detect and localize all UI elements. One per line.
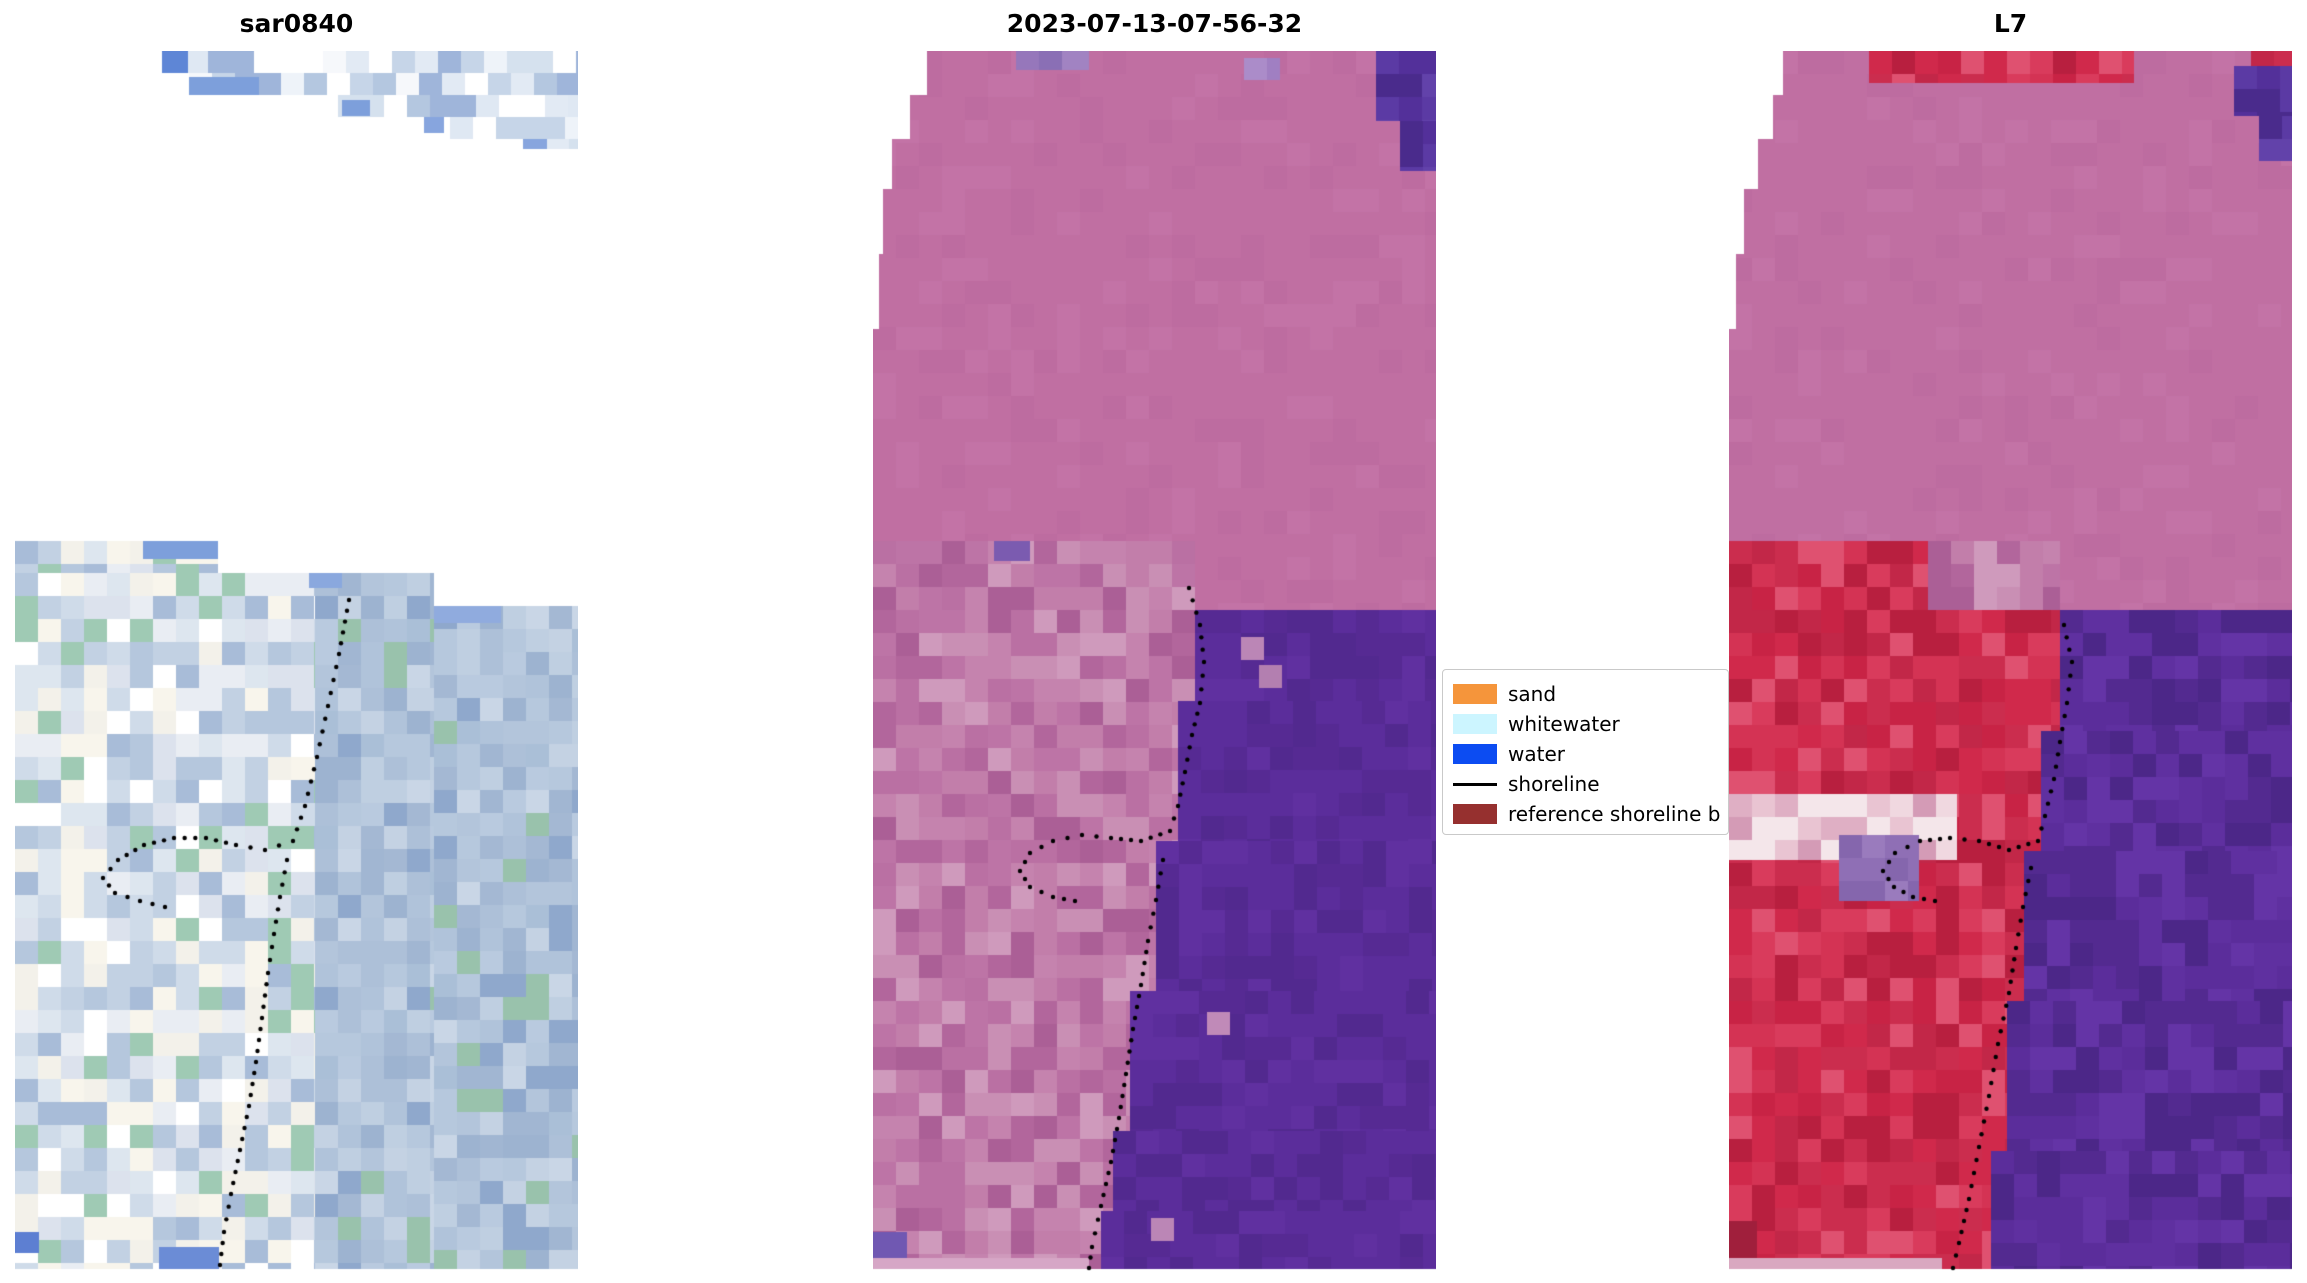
panel-title-date: 2023-07-13-07-56-32 [1006, 9, 1303, 38]
l7-image-panel [1729, 51, 2292, 1271]
legend-label-water: water [1508, 742, 1565, 766]
reference-shoreline-buffer-swatch [1453, 804, 1497, 824]
whitewater-swatch [1453, 714, 1497, 734]
legend: sand whitewater water shoreline referenc… [1442, 669, 1729, 835]
panel-title-l7: L7 [1993, 9, 2028, 38]
legend-item-sand: sand [1453, 679, 1728, 709]
legend-item-whitewater: whitewater [1453, 709, 1728, 739]
legend-label-whitewater: whitewater [1508, 712, 1620, 736]
legend-item-water: water [1453, 739, 1728, 769]
legend-item-reference-shoreline-buffer: reference shoreline b [1453, 799, 1728, 829]
shoreline-line-swatch [1453, 782, 1497, 786]
water-swatch [1453, 744, 1497, 764]
classified-image-panel [873, 51, 1436, 1271]
legend-item-shoreline: shoreline [1453, 769, 1728, 799]
legend-label-shoreline: shoreline [1508, 772, 1600, 796]
sar-image-panel [15, 51, 578, 1271]
sand-swatch [1453, 684, 1497, 704]
legend-label-reference-shoreline-buffer: reference shoreline b [1508, 802, 1721, 826]
legend-label-sand: sand [1508, 682, 1557, 706]
panel-title-sar0840: sar0840 [239, 9, 354, 38]
